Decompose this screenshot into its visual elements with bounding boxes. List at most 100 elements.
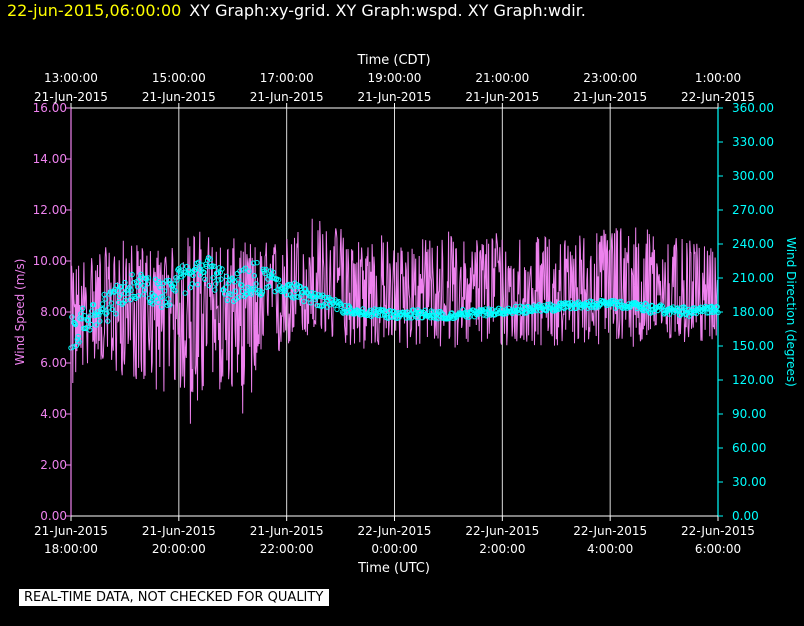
wind-direction-point bbox=[334, 306, 340, 313]
wind-direction-point bbox=[446, 315, 452, 322]
wind-direction-point bbox=[254, 260, 260, 266]
wind-direction-point bbox=[115, 288, 121, 294]
wind-direction-point bbox=[208, 264, 214, 270]
top-tick-date: 21-Jun-2015 bbox=[142, 90, 216, 104]
wind-direction-point bbox=[204, 257, 211, 264]
wind-direction-point bbox=[119, 301, 125, 307]
wind-direction-point bbox=[219, 266, 225, 272]
wind-direction-point bbox=[346, 303, 352, 309]
wind-direction-point bbox=[212, 287, 218, 293]
wind-direction-point bbox=[79, 316, 85, 322]
wind-direction-point bbox=[677, 312, 683, 318]
wind-direction-point bbox=[297, 283, 303, 290]
bottom-tick-time: 4:00:00 bbox=[587, 542, 633, 556]
wind-direction-point bbox=[99, 301, 106, 307]
wind-direction-point bbox=[189, 281, 196, 287]
wind-direction-point bbox=[104, 310, 110, 316]
wind-direction-point bbox=[270, 269, 276, 275]
left-tick-label: 4.00 bbox=[40, 407, 67, 421]
wind-direction-point bbox=[248, 291, 255, 297]
wind-direction-point bbox=[251, 273, 258, 279]
wind-direction-point bbox=[134, 284, 141, 290]
wind-direction-point bbox=[549, 303, 555, 309]
wind-direction-point bbox=[275, 277, 282, 283]
wind-direction-point bbox=[236, 294, 242, 300]
wind-direction-point bbox=[566, 300, 572, 306]
wind-direction-point bbox=[239, 282, 245, 288]
wind-direction-point bbox=[293, 287, 299, 294]
wind-direction-point bbox=[308, 300, 314, 306]
bottom-tick-date: 21-Jun-2015 bbox=[250, 524, 324, 538]
top-tick-time: 1:00:00 bbox=[695, 71, 741, 85]
bottom-tick-time: 18:00:00 bbox=[44, 542, 98, 556]
wind-speed-line bbox=[70, 218, 719, 424]
wind-direction-point bbox=[223, 273, 230, 279]
wind-direction-point bbox=[206, 282, 213, 289]
wind-direction-point bbox=[706, 310, 712, 316]
right-tick-label: 90.00 bbox=[732, 407, 766, 421]
wind-direction-point bbox=[163, 278, 170, 284]
wind-direction-point bbox=[165, 296, 171, 302]
wind-direction-point bbox=[242, 265, 249, 271]
left-tick-label: 10.00 bbox=[33, 254, 67, 268]
wind-direction-point bbox=[172, 288, 178, 294]
wind-direction-point bbox=[121, 291, 127, 297]
wind-direction-point bbox=[337, 301, 344, 307]
bottom-axis-label: Time (UTC) bbox=[357, 561, 430, 576]
wind-direction-point bbox=[560, 304, 567, 310]
wind-direction-point bbox=[344, 309, 350, 315]
wind-direction-point bbox=[705, 304, 711, 310]
wind-direction-point bbox=[213, 281, 219, 287]
wind-direction-point bbox=[150, 301, 156, 307]
wind-direction-point bbox=[229, 275, 235, 281]
wind-direction-point bbox=[246, 268, 252, 274]
right-tick-label: 330.00 bbox=[732, 135, 774, 149]
wind-direction-point bbox=[72, 321, 79, 328]
wind-direction-point bbox=[666, 311, 673, 317]
wind-direction-point bbox=[232, 288, 239, 294]
bottom-tick-time: 20:00:00 bbox=[152, 542, 206, 556]
top-tick-time: 23:00:00 bbox=[583, 71, 637, 85]
right-tick-label: 60.00 bbox=[732, 441, 766, 455]
wind-direction-point bbox=[207, 256, 214, 262]
wind-direction-series bbox=[68, 255, 721, 351]
top-axis-label: Time (CDT) bbox=[356, 53, 430, 68]
wind-direction-point bbox=[190, 272, 196, 278]
wind-direction-point bbox=[374, 307, 381, 313]
top-tick-date: 21-Jun-2015 bbox=[34, 90, 108, 104]
wind-direction-point bbox=[419, 315, 426, 321]
left-tick-label: 2.00 bbox=[40, 458, 67, 472]
wind-direction-point bbox=[76, 339, 82, 345]
left-tick-label: 12.00 bbox=[33, 203, 67, 217]
wind-direction-point bbox=[249, 286, 256, 292]
wind-direction-point bbox=[496, 305, 502, 311]
right-tick-label: 120.00 bbox=[732, 373, 774, 387]
top-tick-date: 21-Jun-2015 bbox=[573, 90, 647, 104]
wind-direction-point bbox=[116, 293, 123, 299]
wind-direction-point bbox=[156, 278, 162, 285]
wind-direction-point bbox=[253, 281, 259, 287]
wind-direction-point bbox=[215, 277, 222, 283]
wind-direction-point bbox=[93, 322, 99, 328]
wind-direction-point bbox=[95, 309, 101, 315]
wind-direction-point bbox=[266, 283, 272, 290]
top-tick-time: 19:00:00 bbox=[368, 71, 422, 85]
wind-direction-point bbox=[161, 288, 168, 294]
bottom-tick-date: 21-Jun-2015 bbox=[34, 524, 108, 538]
wind-direction-point bbox=[105, 318, 111, 324]
top-tick-date: 21-Jun-2015 bbox=[465, 90, 539, 104]
bottom-tick-date: 22-Jun-2015 bbox=[573, 524, 647, 538]
wind-direction-point bbox=[69, 314, 75, 320]
header-timestamp: 22-jun-2015,06:00:00 bbox=[7, 1, 182, 20]
wind-direction-point bbox=[182, 290, 188, 296]
wind-direction-point bbox=[174, 277, 180, 283]
top-tick-time: 15:00:00 bbox=[152, 71, 206, 85]
wind-direction-point bbox=[71, 320, 78, 326]
wind-direction-point bbox=[647, 310, 654, 316]
wind-direction-point bbox=[259, 289, 266, 295]
wind-direction-point bbox=[108, 300, 115, 306]
quality-disclaimer: REAL-TIME DATA, NOT CHECKED FOR QUALITY bbox=[19, 589, 330, 606]
wind-direction-point bbox=[144, 281, 151, 287]
bottom-tick-date: 22-Jun-2015 bbox=[465, 524, 539, 538]
header: 22-jun-2015,06:00:00 XY Graph:xy-grid. XY… bbox=[7, 1, 586, 20]
